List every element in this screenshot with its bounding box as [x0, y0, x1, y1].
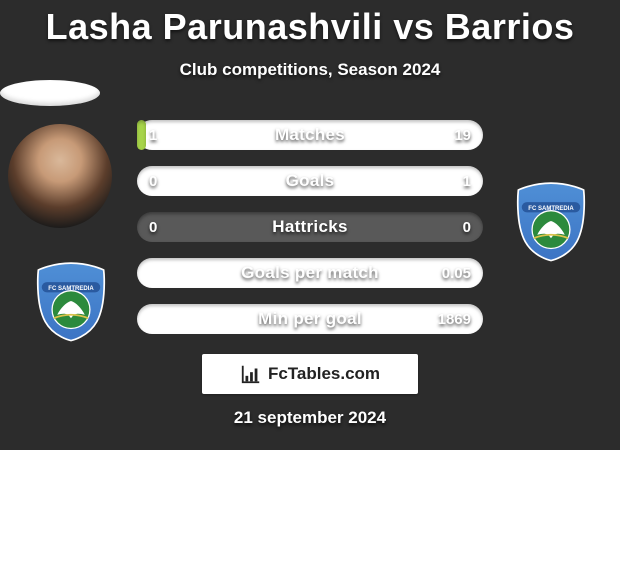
stats-rows: 119Matches 01Goals 00Hattricks 0.05Goals pe… — [0, 118, 620, 348]
stat-label: Goals per match — [137, 258, 483, 288]
stat-row: 00Hattricks — [0, 210, 620, 256]
source-logo-text: FcTables.com — [268, 364, 380, 384]
bottom-whitespace — [0, 450, 620, 580]
stat-label: Min per goal — [137, 304, 483, 334]
stat-label: Hattricks — [137, 212, 483, 242]
stat-bar-track: 1869Min per goal — [137, 304, 483, 334]
chart-icon — [240, 363, 262, 385]
stat-row: 0.05Goals per match — [0, 256, 620, 302]
stat-bar-track: 119Matches — [137, 120, 483, 150]
stat-row: 1869Min per goal — [0, 302, 620, 348]
date-label: 21 september 2024 — [0, 408, 620, 428]
stat-bar-track: 00Hattricks — [137, 212, 483, 242]
stat-label: Matches — [137, 120, 483, 150]
stat-row: 01Goals — [0, 164, 620, 210]
stat-bar-track: 01Goals — [137, 166, 483, 196]
source-logo: FcTables.com — [202, 354, 418, 394]
page-title: Lasha Parunashvili vs Barrios — [0, 6, 620, 48]
stat-bar-track: 0.05Goals per match — [137, 258, 483, 288]
player2-avatar — [0, 80, 100, 106]
page-subtitle: Club competitions, Season 2024 — [0, 60, 620, 80]
stat-row: 119Matches — [0, 118, 620, 164]
stat-label: Goals — [137, 166, 483, 196]
